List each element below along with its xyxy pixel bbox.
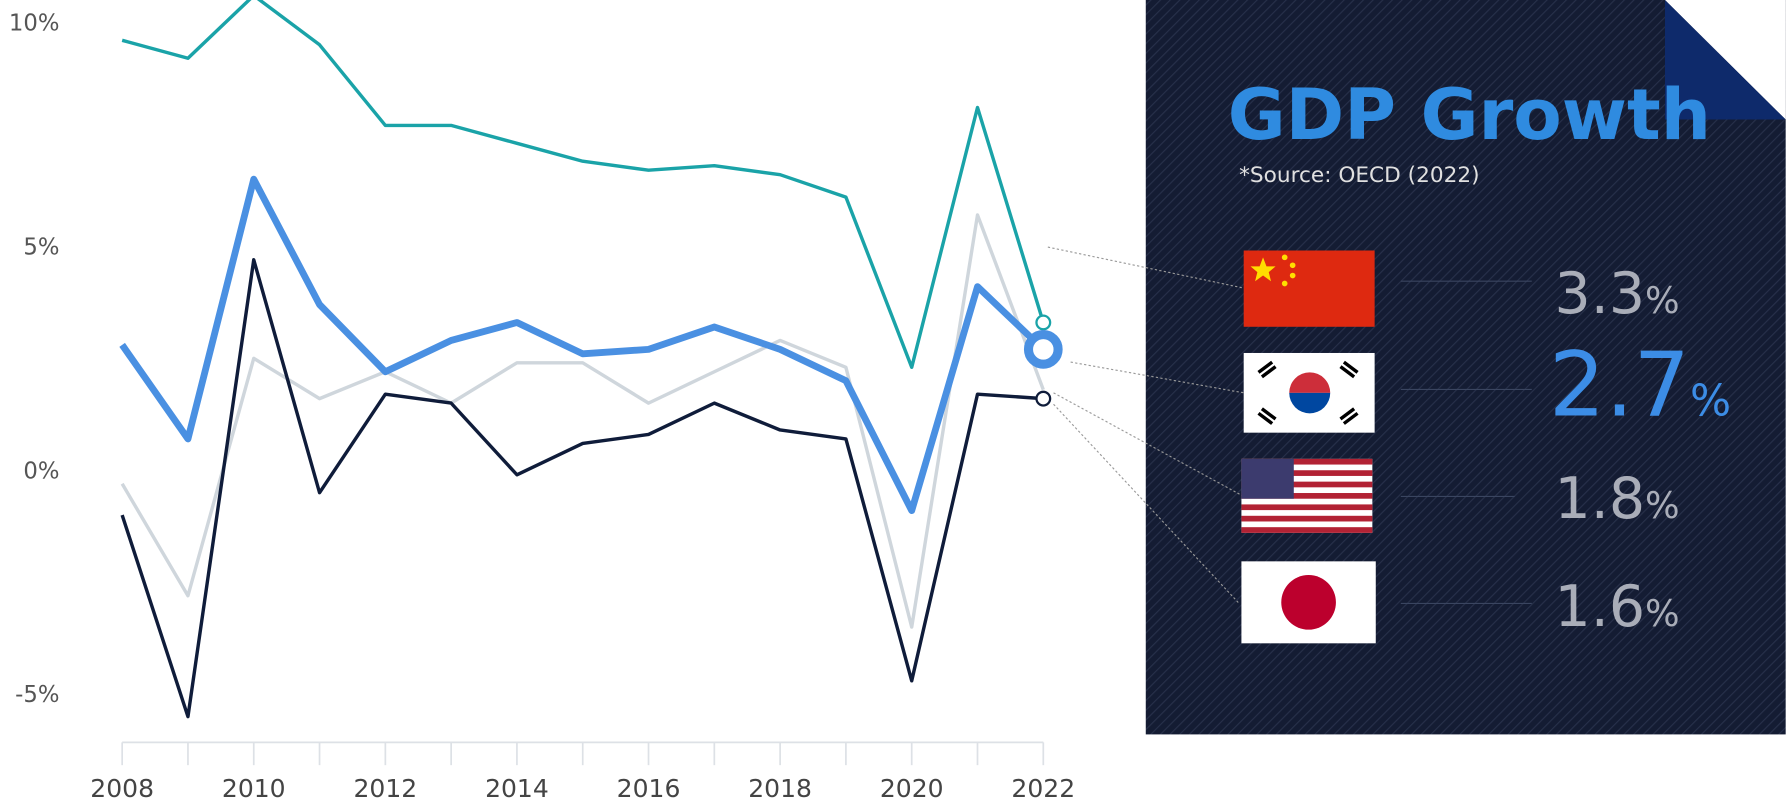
series-line [120, 213, 1045, 629]
x-tick-label: 2008 [90, 774, 154, 803]
y-tick-label: 5% [23, 234, 59, 260]
callout: 1.6% [1555, 574, 1680, 640]
series-line [120, 258, 1044, 719]
callout: 1.8% [1555, 466, 1680, 532]
leader-line [1047, 246, 1244, 289]
x-tick-label: 2012 [353, 774, 417, 803]
flag-japan [1241, 561, 1376, 644]
corner-fold [1664, 0, 1786, 120]
callout-value: 1.8 [1555, 466, 1646, 532]
leader-line [1070, 361, 1244, 394]
series-line [121, 0, 1045, 369]
x-tick-label: 2022 [1011, 774, 1075, 803]
end-marker [1035, 314, 1052, 331]
callout-unit: % [1690, 377, 1731, 427]
callout-rules [1400, 280, 1532, 605]
series-line [119, 175, 1046, 515]
panel-subtitle: *Source: OECD (2022) [1239, 163, 1479, 188]
flag-usa [1241, 458, 1373, 533]
callout-value: 3.3 [1555, 261, 1646, 327]
y-tick-label: -5% [15, 682, 59, 708]
flag-china [1243, 250, 1375, 327]
end-marker [1035, 390, 1052, 407]
x-tick-label: 2016 [617, 774, 681, 803]
callout-value: 1.6 [1555, 574, 1646, 640]
callout-unit: % [1645, 484, 1680, 527]
callout: 2.7% [1549, 334, 1731, 437]
x-tick-label: 2020 [880, 774, 944, 803]
callout-unit: % [1645, 279, 1680, 322]
info-panel: GDP Growth *Source: OECD (2022) [1047, 0, 1786, 735]
flag-korea [1243, 352, 1375, 433]
plot-area: -5% 0% 5% 10% 2008 2010 2012 2014 2016 2018 2020 20… [9, 0, 1075, 803]
callout: 3.3% [1555, 261, 1680, 327]
y-tick-label: 10% [9, 10, 60, 36]
x-tick-label: 2010 [222, 774, 286, 803]
y-tick-label: 0% [23, 458, 59, 484]
leader-lines [1047, 246, 1244, 604]
end-marker [1023, 330, 1063, 369]
x-tick-label: 2018 [748, 774, 812, 803]
x-tick-label: 2014 [485, 774, 549, 803]
callout-value: 2.7 [1549, 334, 1690, 437]
callout-unit: % [1645, 592, 1680, 635]
panel-title: GDP Growth [1228, 73, 1711, 156]
